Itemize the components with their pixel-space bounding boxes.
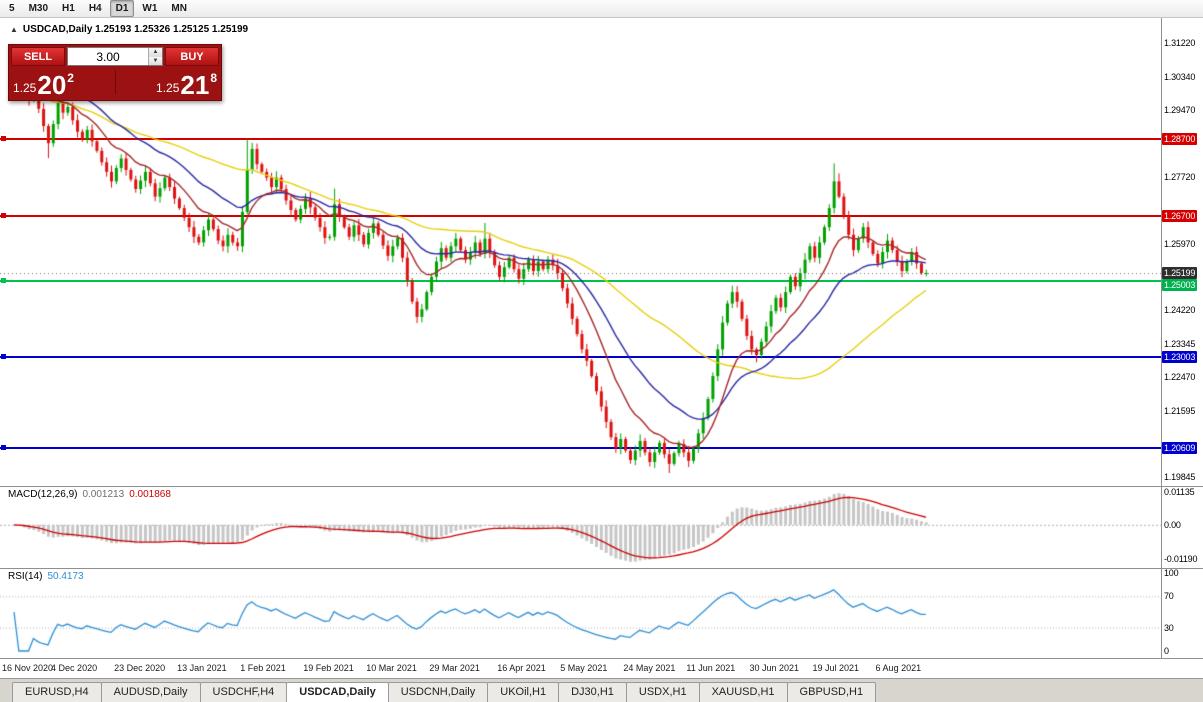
sell-price-pipette: 2: [67, 71, 74, 85]
price-axis-label: 1.30340: [1164, 71, 1196, 82]
price-axis-label: 1.27720: [1164, 171, 1196, 182]
rsi-indicator-label: RSI(14): [8, 571, 43, 582]
macd-pane-canvas[interactable]: [0, 486, 1161, 568]
chart-tab-USDCHF-H4[interactable]: USDCHF,H4: [199, 682, 288, 702]
chart-tab-DJ30-H1[interactable]: DJ30,H1: [558, 682, 627, 702]
timeframe-button-M30[interactable]: M30: [28, 3, 49, 14]
macd-axis-label: -0.01190: [1164, 554, 1198, 565]
chart-tab-GBPUSD-H1[interactable]: GBPUSD,H1: [786, 682, 877, 702]
time-axis-label: 19 Jul 2021: [812, 663, 860, 673]
chart-tab-UKOil-H1[interactable]: UKOil,H1: [487, 682, 560, 702]
macd-signal-value: 0.001868: [129, 489, 171, 500]
time-axis-label: 16 Nov 2020: [2, 663, 54, 673]
volume-spinner: ▲ ▼: [148, 48, 162, 65]
chart-tab-EURUSD-H4[interactable]: EURUSD,H4: [12, 682, 102, 702]
rsi-pane-header: RSI(14) 50.4173: [8, 571, 89, 582]
buy-button[interactable]: BUY: [165, 47, 219, 66]
time-axis-label: 24 May 2021: [623, 663, 676, 673]
chart-tab-USDCNH-Daily[interactable]: USDCNH,Daily: [387, 682, 489, 702]
price-axis-label: 1.22470: [1164, 372, 1196, 383]
sell-price: 1.25 20 2: [13, 66, 109, 98]
time-axis-label: 1 Feb 2021: [240, 663, 286, 673]
price-axis-label: 1.21595: [1164, 405, 1196, 416]
time-axis: 16 Nov 2020 4 Dec 2020 23 Dec 2020 13 Jan 2…: [0, 658, 1161, 678]
price-axis: 1.31220 1.30340 1.29470 1.27720 1.25970 1.242…: [1162, 18, 1203, 678]
rsi-value: 50.4173: [47, 571, 84, 582]
volume-value[interactable]: 3.00: [96, 49, 120, 64]
macd-pane-header: MACD(12,26,9) 0.001213 0.001868: [8, 489, 176, 500]
chart-tab-AUDUSD-Daily[interactable]: AUDUSD,Daily: [100, 682, 201, 702]
buy-price-big-digits: 21: [180, 70, 210, 100]
timeframe-button-H1[interactable]: H1: [62, 3, 75, 14]
time-axis-label: 4 Dec 2020: [51, 663, 98, 673]
pane-separator: [0, 486, 1203, 487]
pane-separator: [0, 568, 1203, 569]
price-axis-label: 1.19845: [1164, 472, 1196, 483]
macd-axis-label: 0.00: [1164, 519, 1181, 530]
one-click-trading-panel: SELL 3.00 ▲ ▼ BUY 1.25 20 2 1.25 21 8: [8, 44, 222, 101]
price-axis-badge-1.28700: 1.28700: [1162, 133, 1198, 146]
timeframe-toolbar: 5 M30 H1 H4 D1 W1 MN: [0, 0, 1203, 18]
price-axis-badge-1.23003: 1.23003: [1162, 350, 1198, 363]
time-axis-label: 16 Apr 2021: [497, 663, 546, 673]
volume-increase-button[interactable]: ▲: [149, 48, 162, 57]
chart-area: ▲ USDCAD,Daily 1.25193 1.25326 1.25125 1…: [0, 18, 1203, 678]
time-axis-label: 11 Jun 2021: [686, 663, 736, 673]
macd-indicator-label: MACD(12,26,9): [8, 489, 78, 500]
timeframe-button-5[interactable]: 5: [9, 3, 15, 14]
price-axis-label: 1.31220: [1164, 38, 1196, 49]
chart-tab-USDX-H1[interactable]: USDX,H1: [625, 682, 700, 702]
buy-price: 1.25 21 8: [122, 66, 217, 100]
pane-separator: [0, 658, 1203, 659]
price-axis-label: 1.24220: [1164, 305, 1196, 316]
timeframe-button-MN[interactable]: MN: [171, 3, 187, 14]
rsi-axis-label: 30: [1164, 622, 1174, 633]
sell-button[interactable]: SELL: [11, 47, 65, 66]
rsi-axis-label: 100: [1164, 568, 1179, 578]
price-axis-separator: [1161, 18, 1162, 658]
time-axis-label: 6 Aug 2021: [875, 663, 922, 673]
buy-price-prefix: 1.25: [156, 81, 180, 95]
rsi-pane-canvas[interactable]: [0, 568, 1161, 658]
chart-tab-USDCAD-Daily[interactable]: USDCAD,Daily: [286, 682, 389, 702]
time-axis-label: 5 May 2021: [560, 663, 608, 673]
sell-price-prefix: 1.25: [13, 81, 37, 95]
volume-input[interactable]: 3.00 ▲ ▼: [67, 47, 163, 66]
sell-price-big-digits: 20: [37, 70, 67, 100]
volume-decrease-button[interactable]: ▼: [149, 56, 162, 65]
macd-main-value: 0.001213: [82, 489, 125, 500]
timeframe-button-D1[interactable]: D1: [109, 0, 135, 17]
time-axis-label: 29 Mar 2021: [429, 663, 480, 673]
price-divider: [114, 70, 116, 94]
price-axis-badge-1.26700: 1.26700: [1162, 209, 1198, 222]
price-axis-label: 1.25970: [1164, 238, 1196, 249]
time-axis-label: 13 Jan 2021: [177, 663, 227, 673]
buy-price-pipette: 8: [210, 71, 217, 85]
macd-axis-label: 0.01135: [1164, 487, 1195, 498]
one-click-collapse-icon[interactable]: ▲: [10, 24, 18, 34]
rsi-axis-label: 0: [1164, 646, 1169, 656]
timeframe-button-W1[interactable]: W1: [142, 3, 158, 14]
time-axis-label: 23 Dec 2020: [114, 663, 166, 673]
price-axis-badge-1.20609: 1.20609: [1162, 442, 1198, 455]
price-axis-badge-1.25199: 1.25199: [1162, 267, 1198, 279]
chart-tabs-bar: EURUSD,H4 AUDUSD,Daily USDCHF,H4 USDCAD,Dai…: [0, 678, 1203, 702]
time-axis-label: 19 Feb 2021: [303, 663, 354, 673]
chart-tab-XAUUSD-H1[interactable]: XAUUSD,H1: [698, 682, 788, 702]
price-axis-badge-1.25003: 1.25003: [1162, 279, 1198, 291]
price-axis-label: 1.23345: [1164, 338, 1196, 349]
time-axis-label: 10 Mar 2021: [366, 663, 417, 673]
rsi-axis-label: 70: [1164, 591, 1174, 602]
chart-title: USDCAD,Daily 1.25193 1.25326 1.25125 1.2…: [22, 24, 249, 35]
timeframe-button-H4[interactable]: H4: [88, 3, 102, 14]
price-axis-label: 1.29470: [1164, 105, 1196, 115]
time-axis-label: 30 Jun 2021: [749, 663, 799, 673]
